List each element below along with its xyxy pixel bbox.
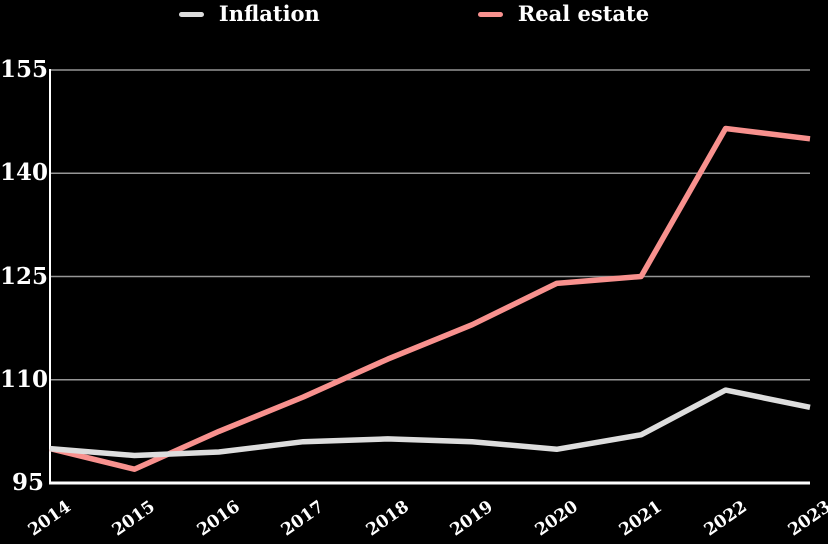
y-axis-tick-label: 155: [0, 56, 49, 83]
y-axis-tick-label: 125: [0, 263, 49, 290]
legend-label-inflation: Inflation: [218, 1, 320, 26]
inflation-line-swatch: [178, 11, 204, 17]
y-axis-tick-label: 110: [0, 366, 49, 393]
real-estate-line-swatch: [477, 11, 503, 17]
legend-item-inflation: Inflation: [178, 1, 320, 27]
y-axis-tick-label: 95: [11, 469, 44, 496]
y-axis: 155 140 125 110 95: [0, 0, 49, 544]
y-axis-tick-label: 140: [0, 159, 49, 186]
real-estate-line: [49, 125, 811, 472]
legend-label-real-estate: Real estate: [517, 1, 650, 26]
legend-item-real-estate: Real estate: [477, 1, 650, 27]
legend: Inflation Real estate: [0, 1, 828, 27]
inflation-line: [49, 387, 811, 459]
